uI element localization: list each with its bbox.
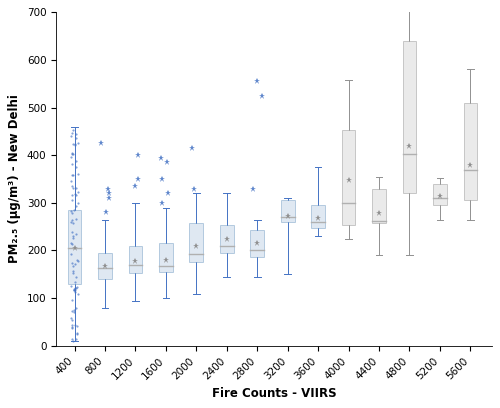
- Point: [70, 289, 78, 296]
- Point: [71, 191, 79, 197]
- Point: [68, 317, 76, 323]
- Point: [68, 151, 76, 157]
- Point: [68, 141, 76, 148]
- Point: [68, 178, 76, 184]
- Point: [69, 235, 77, 242]
- Point: [74, 291, 82, 297]
- Bar: [433, 184, 447, 205]
- Point: [68, 338, 76, 344]
- Bar: [220, 225, 234, 253]
- Point: [72, 336, 80, 342]
- Point: [70, 307, 78, 313]
- Point: [68, 218, 76, 225]
- Bar: [281, 200, 294, 222]
- Point: [68, 283, 76, 289]
- Point: [68, 172, 76, 179]
- Point: [69, 151, 77, 157]
- Point: [68, 241, 76, 247]
- Point: [72, 158, 80, 164]
- Point: [72, 322, 80, 329]
- Point: [68, 192, 76, 199]
- Bar: [250, 230, 264, 257]
- Point: [73, 323, 81, 330]
- Point: [72, 278, 80, 285]
- Bar: [464, 103, 477, 200]
- Point: [68, 150, 76, 157]
- Point: [74, 171, 82, 177]
- Y-axis label: PM₂.₅ (μg/m³) - New Delhi: PM₂.₅ (μg/m³) - New Delhi: [8, 95, 22, 264]
- Point: [68, 197, 76, 204]
- Point: [70, 287, 78, 294]
- Point: [68, 154, 76, 161]
- Point: [70, 287, 78, 293]
- Point: [67, 251, 75, 257]
- Point: [67, 315, 75, 322]
- Point: [67, 239, 75, 246]
- Point: [74, 188, 82, 195]
- Point: [68, 336, 76, 342]
- Point: [69, 126, 77, 133]
- Point: [68, 208, 76, 215]
- Point: [70, 287, 78, 293]
- Point: [74, 200, 82, 207]
- Point: [72, 216, 80, 222]
- Point: [71, 142, 79, 149]
- Bar: [402, 41, 416, 193]
- Point: [68, 268, 76, 275]
- X-axis label: Fire Counts - VIIRS: Fire Counts - VIIRS: [212, 387, 336, 400]
- Point: [69, 263, 77, 270]
- Point: [73, 331, 81, 337]
- Point: [72, 131, 80, 137]
- Bar: [128, 246, 142, 273]
- Point: [74, 258, 82, 264]
- Point: [67, 133, 75, 140]
- Point: [68, 228, 76, 235]
- Point: [72, 231, 80, 237]
- Point: [71, 285, 79, 292]
- Bar: [98, 253, 112, 279]
- Bar: [68, 210, 82, 284]
- Point: [72, 203, 80, 209]
- Point: [72, 285, 80, 291]
- Point: [72, 185, 80, 192]
- Point: [68, 308, 76, 315]
- Point: [69, 269, 77, 276]
- Point: [68, 129, 76, 136]
- Point: [72, 164, 80, 170]
- Point: [68, 297, 76, 303]
- Point: [70, 285, 78, 292]
- Point: [68, 259, 76, 266]
- Point: [68, 217, 76, 224]
- Point: [70, 171, 78, 178]
- Point: [72, 134, 80, 141]
- Point: [69, 233, 77, 239]
- Bar: [159, 243, 172, 272]
- Point: [72, 305, 80, 312]
- Point: [73, 256, 81, 263]
- Point: [71, 261, 79, 268]
- Point: [74, 139, 82, 146]
- Point: [72, 192, 80, 198]
- Point: [73, 284, 81, 290]
- Point: [68, 325, 76, 332]
- Point: [72, 274, 80, 280]
- Point: [68, 183, 76, 189]
- Point: [70, 207, 78, 214]
- Bar: [372, 188, 386, 223]
- Point: [68, 185, 76, 192]
- Bar: [190, 223, 203, 262]
- Point: [68, 324, 76, 330]
- Point: [73, 330, 81, 337]
- Point: [68, 210, 76, 217]
- Point: [70, 220, 78, 227]
- Bar: [312, 205, 325, 228]
- Point: [68, 322, 76, 328]
- Point: [70, 308, 78, 315]
- Point: [68, 161, 76, 168]
- Point: [71, 141, 79, 147]
- Bar: [342, 130, 355, 225]
